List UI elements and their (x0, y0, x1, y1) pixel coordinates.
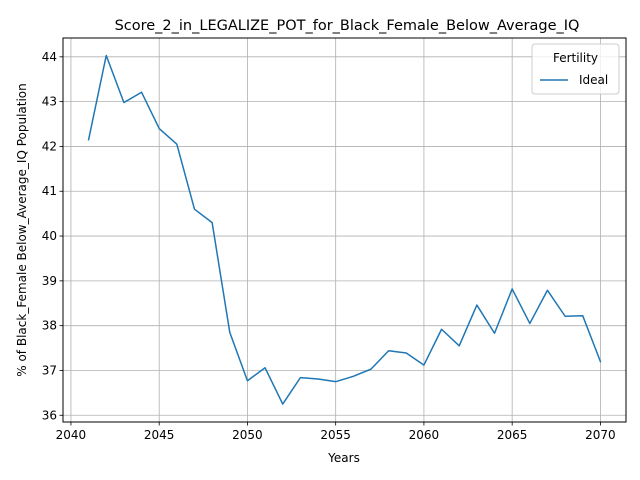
x-tick-label: 2040 (56, 428, 87, 442)
y-tick-label: 41 (42, 184, 57, 198)
x-tick-label: 2045 (144, 428, 175, 442)
plot-area-frame (62, 37, 627, 423)
legend-box (531, 43, 620, 95)
y-tick-label: 40 (42, 229, 57, 243)
series-group (87, 54, 602, 405)
chart-title: Score_2_in_LEGALIZE_POT_for_Black_Female… (115, 18, 580, 34)
y-tick-label: 43 (42, 95, 57, 109)
y-tick-label: 39 (42, 274, 57, 288)
x-tick-label: 2065 (497, 428, 528, 442)
y-tick-label: 37 (42, 363, 57, 377)
y-tick-label: 36 (42, 408, 57, 422)
y-tick-label: 38 (42, 319, 57, 333)
x-axis-label: Years (327, 451, 360, 465)
legend: Fertility Ideal (531, 43, 620, 95)
y-tick-label: 42 (42, 139, 57, 153)
x-tick-label: 2055 (320, 428, 351, 442)
legend-label-ideal: Ideal (579, 73, 608, 87)
grid (63, 38, 626, 422)
y-axis-label: % of Black_Female Below_Average_IQ Popul… (15, 83, 29, 377)
y-tick-label: 44 (42, 50, 57, 64)
x-tick-label: 2050 (232, 428, 263, 442)
x-tick-label: 2070 (585, 428, 616, 442)
ticks: 2040 2045 2050 2055 2060 2065 2070 36 37 38 39 40 41… (42, 50, 616, 442)
series-line-ideal (87, 54, 602, 405)
x-tick-label: 2060 (409, 428, 440, 442)
legend-title: Fertility (553, 51, 598, 65)
